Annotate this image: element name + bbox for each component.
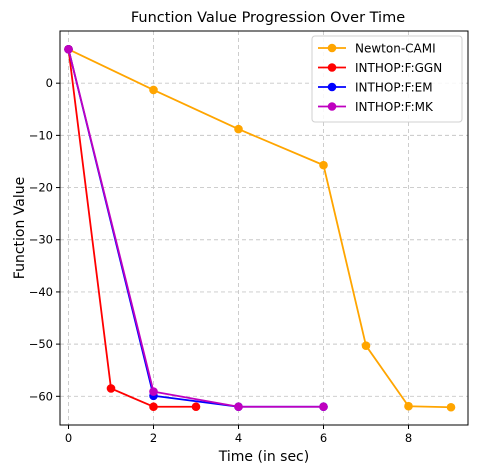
y-tick-label: −30 [29, 233, 53, 247]
plot-frame [59, 30, 469, 426]
data-point [191, 402, 201, 412]
data-point [234, 124, 243, 134]
data-point [361, 341, 371, 350]
series-2 [64, 44, 201, 412]
data-point [106, 384, 116, 393]
legend-item: Newton-CAMI [318, 42, 436, 56]
chart-title: Function Value Progression Over Time [131, 10, 405, 26]
data-point [234, 402, 243, 412]
series-4 [64, 44, 328, 412]
data-point [149, 387, 158, 396]
y-tick-label: −50 [29, 337, 53, 351]
series-3 [64, 44, 328, 412]
data-point [319, 160, 328, 170]
y-tick-label: 0 [46, 76, 53, 90]
series-layer [64, 44, 456, 412]
data-point [64, 44, 73, 54]
x-tick-label: 8 [405, 431, 412, 445]
x-tick-label: 6 [320, 431, 327, 445]
legend-item: INTHOP:F:EM [318, 81, 433, 95]
y-tick-label: −10 [29, 128, 53, 142]
data-point [149, 402, 158, 412]
legend-label: INTHOP:F:GGN [355, 61, 442, 75]
y-axis-label: Function Value [12, 177, 28, 279]
legend-box [311, 35, 463, 123]
legend-label: INTHOP:F:EM [355, 81, 433, 95]
legend-label: INTHOP:F:MK [355, 100, 434, 114]
data-point [446, 402, 456, 412]
y-tick-label: −20 [29, 181, 53, 195]
y-tick-label: −60 [29, 389, 53, 403]
x-tick-label: 4 [235, 431, 242, 445]
legend-marker [327, 82, 337, 92]
legend-marker [327, 63, 337, 72]
data-point [149, 85, 158, 95]
x-tick-label: 2 [150, 431, 157, 445]
legend-marker [327, 43, 337, 53]
data-point [319, 402, 328, 412]
series-line [67, 49, 196, 408]
data-point [404, 401, 413, 411]
legend: Newton-CAMI INTHOP:F:GGN INTHOP:F:EM INTHOP… [311, 35, 463, 123]
legend-item: INTHOP:F:GGN [318, 61, 442, 75]
legend-label: Newton-CAMI [355, 42, 436, 56]
x-axis-label: Time (in sec) [218, 449, 309, 465]
legend-item: INTHOP:F:MK [318, 100, 434, 114]
y-tick-label: −40 [29, 285, 53, 299]
legend-marker [327, 102, 337, 111]
x-tick-label: 0 [65, 431, 72, 445]
axis-ticks: 0 2 4 6 8 0 −10 −20 −30 −40 −50 −60 [29, 76, 412, 445]
series-line [67, 49, 324, 408]
